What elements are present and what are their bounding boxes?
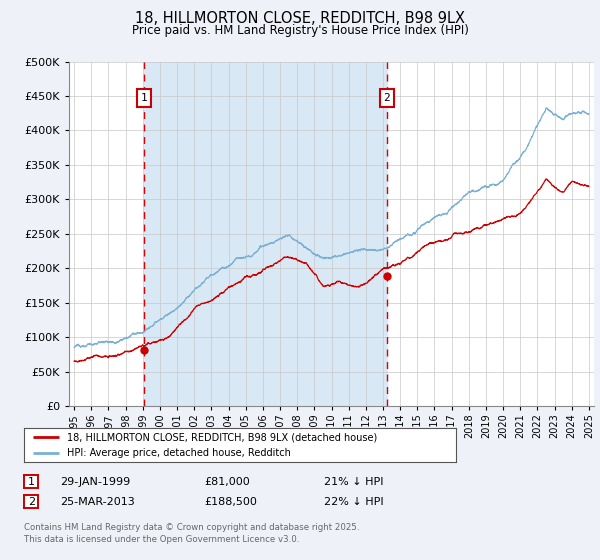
Text: 25-MAR-2013: 25-MAR-2013	[60, 497, 135, 507]
Text: HPI: Average price, detached house, Redditch: HPI: Average price, detached house, Redd…	[67, 448, 291, 458]
Text: 18, HILLMORTON CLOSE, REDDITCH, B98 9LX (detached house): 18, HILLMORTON CLOSE, REDDITCH, B98 9LX …	[67, 432, 377, 442]
Text: Price paid vs. HM Land Registry's House Price Index (HPI): Price paid vs. HM Land Registry's House …	[131, 24, 469, 36]
Text: 1: 1	[141, 93, 148, 103]
Text: Contains HM Land Registry data © Crown copyright and database right 2025.
This d: Contains HM Land Registry data © Crown c…	[24, 523, 359, 544]
Text: £81,000: £81,000	[204, 477, 250, 487]
Text: 2: 2	[28, 497, 35, 507]
Text: 29-JAN-1999: 29-JAN-1999	[60, 477, 130, 487]
Text: 22% ↓ HPI: 22% ↓ HPI	[324, 497, 383, 507]
Bar	[144, 62, 387, 406]
Text: £188,500: £188,500	[204, 497, 257, 507]
Text: 18, HILLMORTON CLOSE, REDDITCH, B98 9LX: 18, HILLMORTON CLOSE, REDDITCH, B98 9LX	[135, 11, 465, 26]
Text: 2: 2	[383, 93, 390, 103]
Text: 21% ↓ HPI: 21% ↓ HPI	[324, 477, 383, 487]
Text: 1: 1	[28, 477, 35, 487]
